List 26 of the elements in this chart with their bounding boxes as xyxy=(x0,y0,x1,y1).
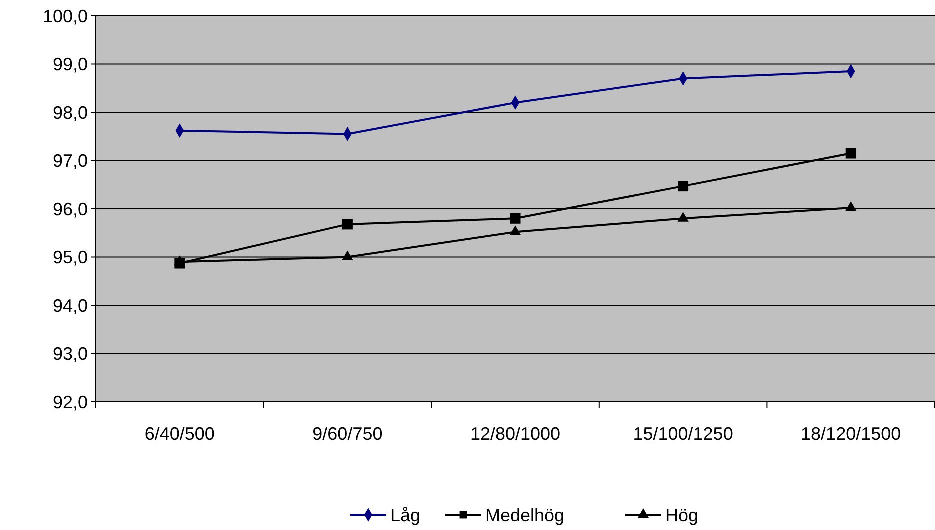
point xyxy=(846,148,856,159)
y-tick-label: 99,0 xyxy=(52,54,88,75)
y-tick-label: 97,0 xyxy=(52,151,88,172)
legend-label: Låg xyxy=(390,505,421,526)
y-tick-label: 100,0 xyxy=(42,6,88,26)
y-tick-label: 94,0 xyxy=(52,296,88,316)
y-tick-label: 95,0 xyxy=(52,248,88,268)
point xyxy=(342,219,353,230)
x-tick-label: 15/100/1250 xyxy=(633,424,734,444)
legend-label: Hög xyxy=(666,505,699,526)
x-tick-label: 6/40/500 xyxy=(144,424,215,444)
point xyxy=(845,202,857,212)
legend-label: Medelhög xyxy=(486,505,565,526)
point xyxy=(342,250,354,261)
point xyxy=(174,256,186,266)
point xyxy=(678,181,689,192)
x-tick-label: 12/80/1000 xyxy=(470,424,561,444)
y-tick-label: 96,0 xyxy=(52,199,88,220)
y-tick-label: 92,0 xyxy=(52,392,88,412)
y-tick-label: 98,0 xyxy=(52,102,88,123)
x-tick-label: 9/60/750 xyxy=(312,424,383,444)
point xyxy=(678,212,689,222)
x-tick-label: 18/120/1500 xyxy=(801,424,902,444)
point xyxy=(510,226,522,236)
y-tick-label: 93,0 xyxy=(52,344,88,364)
point xyxy=(510,213,521,224)
